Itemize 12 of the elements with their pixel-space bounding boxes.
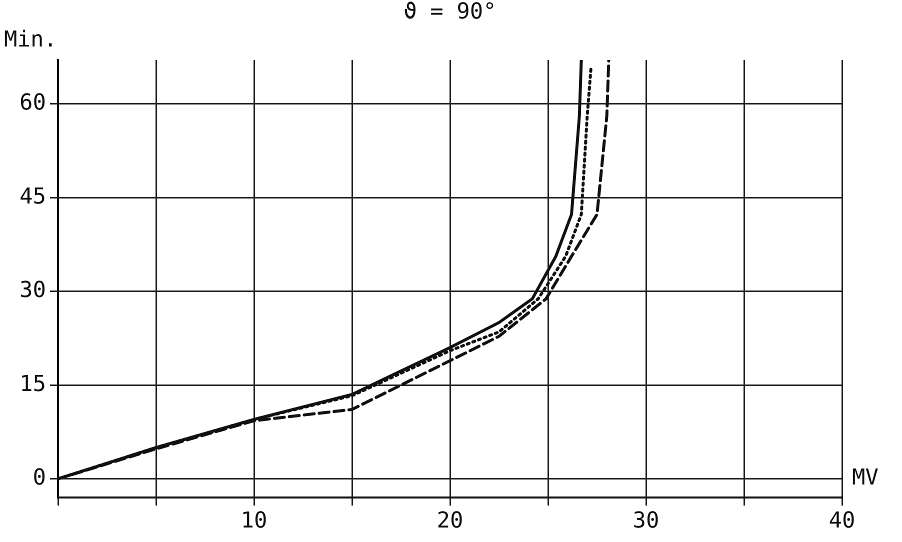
chart-title: ϑ = 90° <box>404 0 496 25</box>
y-tick-label: 15 <box>20 372 46 397</box>
x-tick-label: 10 <box>240 508 268 534</box>
y-tick-label: 45 <box>20 184 46 210</box>
y-axis-title: Min. <box>4 28 57 53</box>
x-tick-label: 20 <box>436 508 464 534</box>
y-tick-label: 60 <box>20 90 46 116</box>
y-tick-label: 30 <box>20 278 46 304</box>
x-axis-title: MV <box>852 466 878 491</box>
x-tick-label: 40 <box>828 508 856 534</box>
x-tick-label: 30 <box>632 508 660 534</box>
y-tick-label: 0 <box>32 466 46 491</box>
